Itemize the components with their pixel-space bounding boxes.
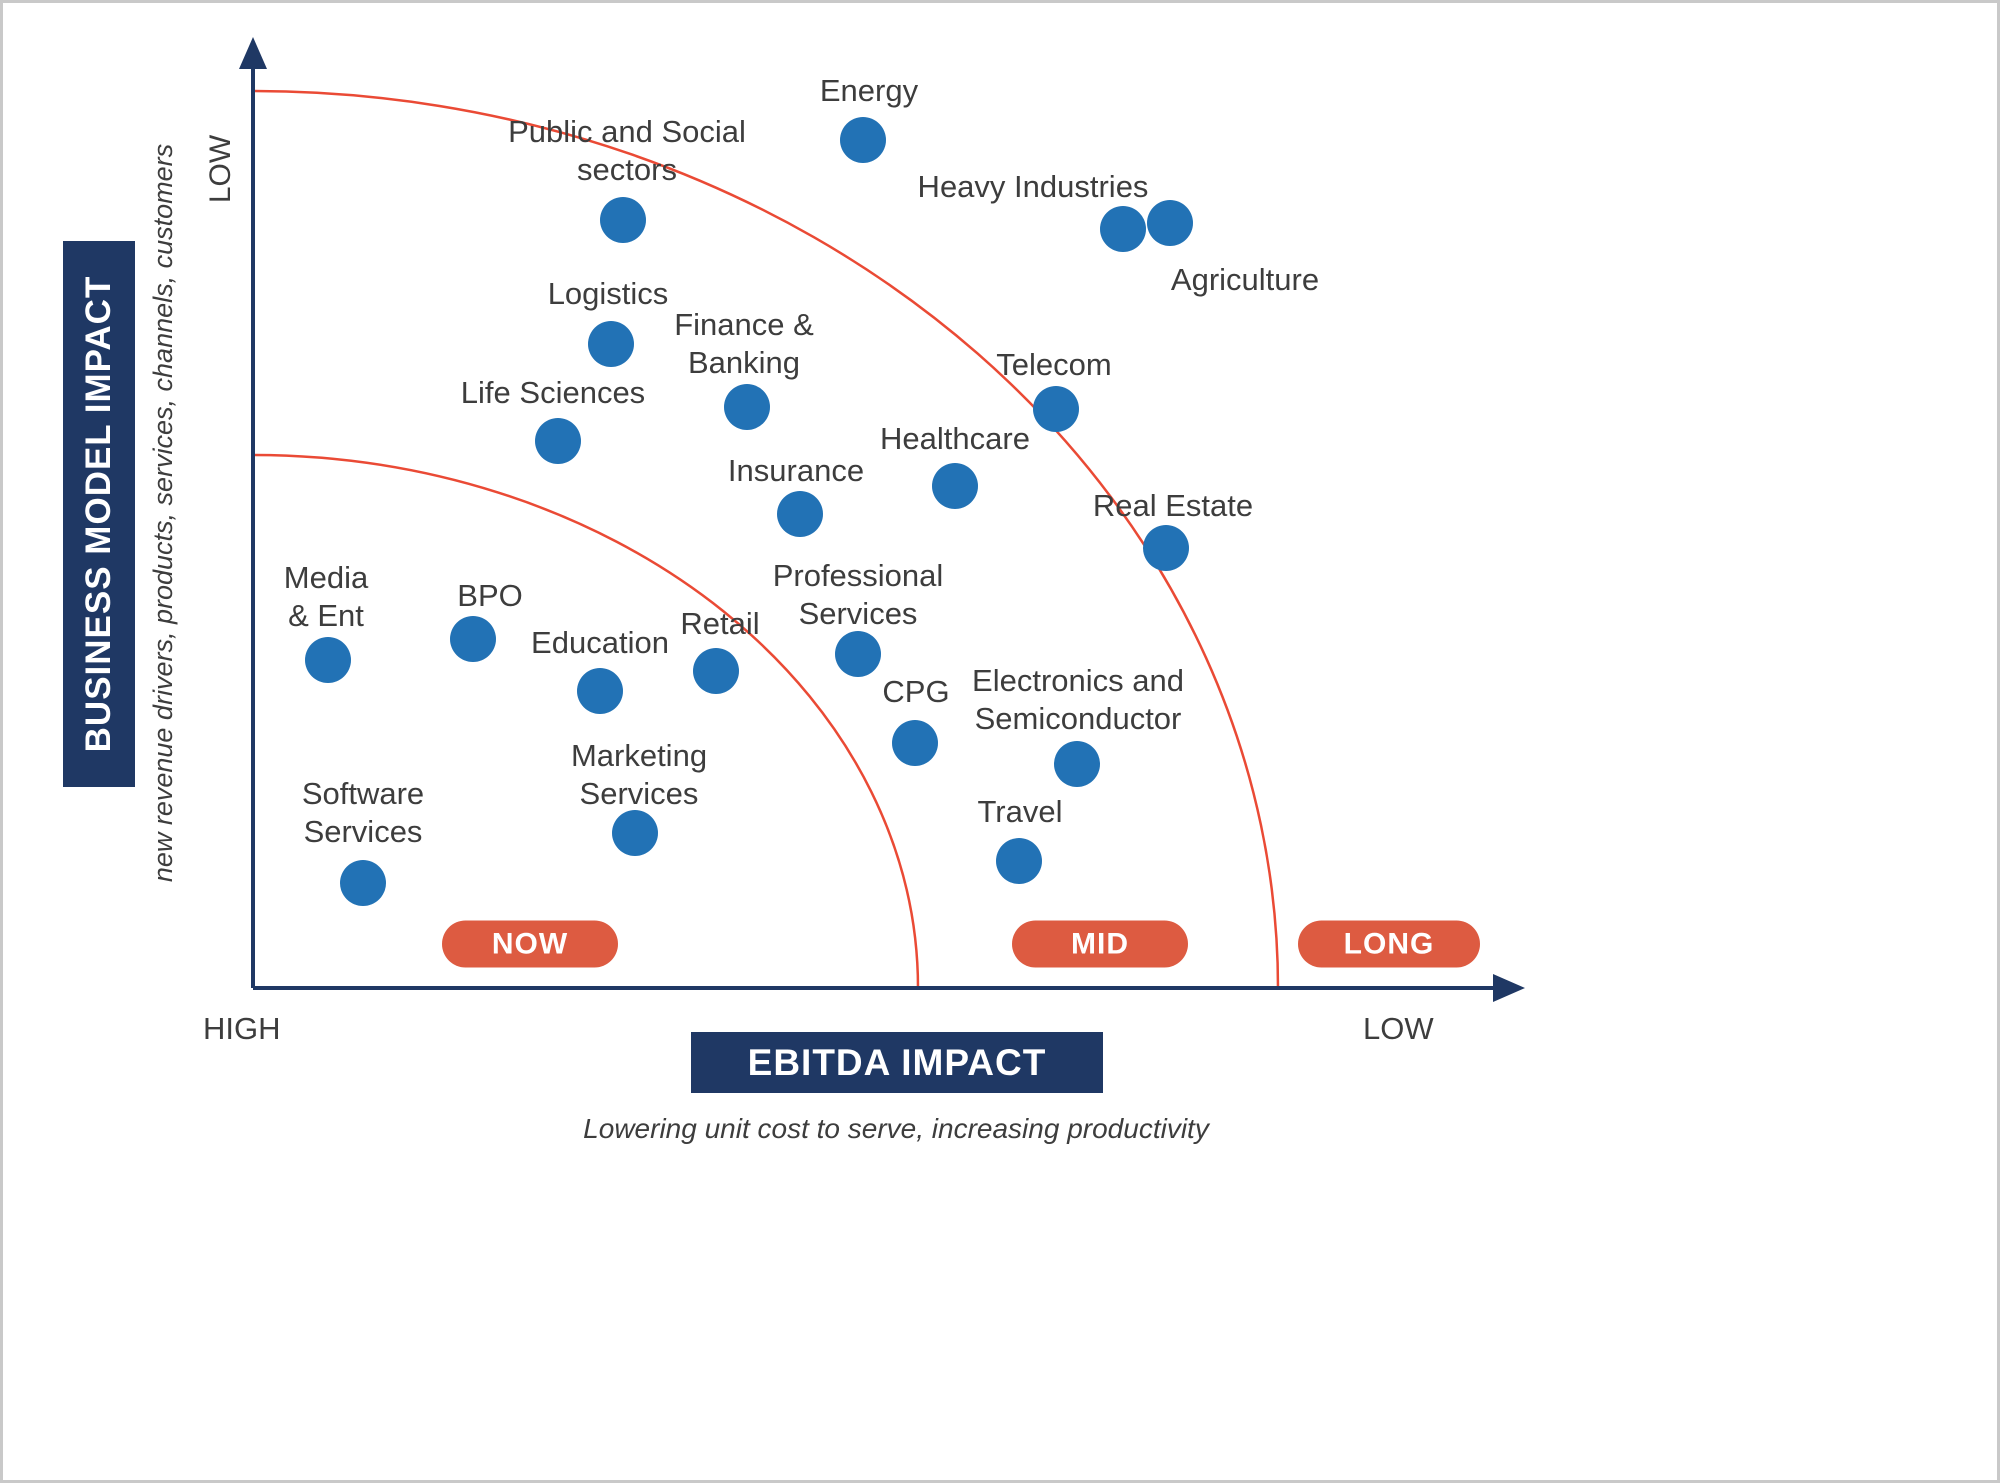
industry-dot-healthcare bbox=[932, 463, 978, 509]
industry-dot-heavy-industries bbox=[1100, 206, 1146, 252]
y-axis-title: BUSINESS MODEL IMPACT bbox=[63, 241, 135, 787]
industry-dot-insurance bbox=[777, 491, 823, 537]
y-axis-subtitle: new revenue drivers, products, services,… bbox=[148, 143, 178, 883]
industry-label-agriculture: Agriculture bbox=[1170, 262, 1320, 298]
industry-label-insurance: Insurance bbox=[727, 453, 865, 489]
industry-label-electronics-and-semiconductor: Electronics and Semiconductor bbox=[972, 663, 1184, 736]
industry-label-energy: Energy bbox=[819, 73, 919, 109]
industry-label-heavy-industries: Heavy Industries bbox=[917, 169, 1149, 205]
x-axis-right-label: LOW bbox=[1363, 1011, 1434, 1046]
industry-label-software-services: Software Services bbox=[301, 776, 425, 849]
industry-dot-cpg bbox=[892, 720, 938, 766]
industry-label-education: Education bbox=[531, 625, 669, 661]
industry-dot-logistics bbox=[588, 321, 634, 367]
inner-horizon-arc bbox=[252, 453, 920, 989]
x-axis-title: EBITDA IMPACT bbox=[691, 1032, 1103, 1093]
industry-label-travel: Travel bbox=[977, 794, 1063, 830]
axes-and-arcs bbox=[239, 37, 1525, 1002]
industry-dot-life-sciences bbox=[535, 418, 581, 464]
industry-dot-retail bbox=[693, 648, 739, 694]
y-axis-top-label: LOW bbox=[204, 134, 237, 204]
industry-dot-agriculture bbox=[1147, 200, 1193, 246]
industry-dot-bpo bbox=[450, 616, 496, 662]
industry-label-life-sciences: Life Sciences bbox=[460, 375, 646, 411]
industry-label-marketing-services: Marketing Services bbox=[570, 738, 708, 811]
x-axis-subtitle: Lowering unit cost to serve, increasing … bbox=[583, 1113, 1209, 1144]
industry-label-finance-banking: Finance & Banking bbox=[674, 307, 814, 380]
industry-label-cpg: CPG bbox=[882, 674, 950, 710]
industry-label-media-ent: Media & Ent bbox=[283, 560, 369, 633]
industry-label-bpo: BPO bbox=[457, 578, 523, 614]
industry-label-healthcare: Healthcare bbox=[880, 421, 1030, 457]
industry-dot-public-and-social-sectors bbox=[600, 197, 646, 243]
industry-dot-electronics-and-semiconductor bbox=[1054, 741, 1100, 787]
industry-dot-finance-banking bbox=[724, 384, 770, 430]
x-axis-left-label: HIGH bbox=[203, 1011, 281, 1046]
industry-label-telecom: Telecom bbox=[996, 347, 1112, 383]
industry-dot-marketing-services bbox=[612, 810, 658, 856]
industry-label-public-and-social-sectors: Public and Social sectors bbox=[508, 114, 746, 187]
industry-dot-real-estate bbox=[1143, 525, 1189, 571]
industry-dot-professional-services bbox=[835, 631, 881, 677]
industry-label-real-estate: Real Estate bbox=[1092, 488, 1254, 524]
industry-dot-energy bbox=[840, 117, 886, 163]
outer-horizon-arc bbox=[252, 89, 1280, 989]
horizon-pill-now: NOW bbox=[442, 920, 618, 968]
industry-label-retail: Retail bbox=[680, 606, 760, 642]
x-axis-arrowhead bbox=[1493, 974, 1525, 1002]
industry-label-professional-services: Professional Services bbox=[772, 558, 944, 631]
industry-dot-telecom bbox=[1033, 386, 1079, 432]
horizon-pill-long: LONG bbox=[1298, 920, 1480, 968]
industry-label-logistics: Logistics bbox=[547, 276, 669, 312]
industry-dot-education bbox=[577, 668, 623, 714]
y-axis-arrowhead bbox=[239, 37, 267, 69]
industry-dot-software-services bbox=[340, 860, 386, 906]
industry-dot-travel bbox=[996, 838, 1042, 884]
industry-dot-media-ent bbox=[305, 637, 351, 683]
horizon-pill-mid: MID bbox=[1012, 920, 1188, 968]
